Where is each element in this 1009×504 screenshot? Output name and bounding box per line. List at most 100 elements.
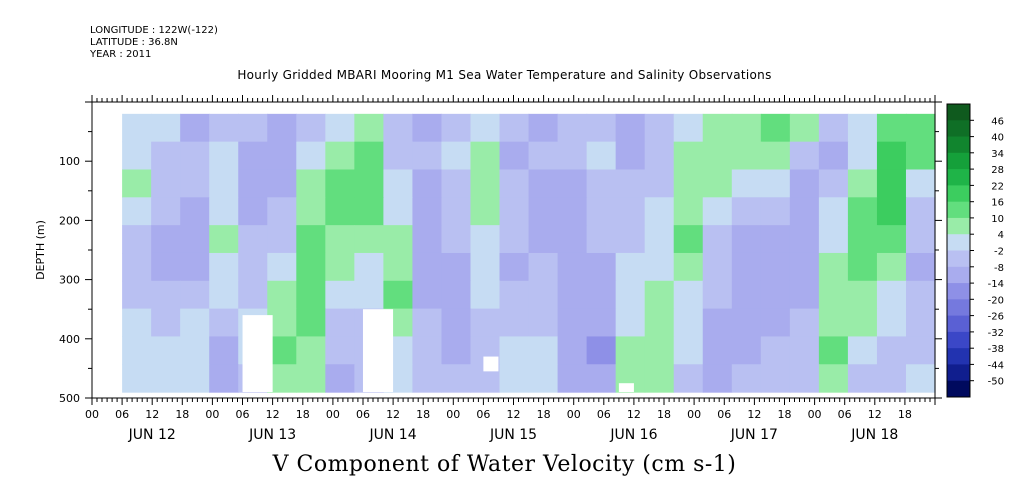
heatmap-cell (702, 197, 733, 226)
heatmap-cell (122, 141, 152, 171)
colorbar-swatch (947, 136, 970, 154)
heatmap-cell (122, 336, 152, 365)
colorbar-swatch (947, 250, 970, 268)
heatmap-cell (760, 169, 791, 198)
heatmap-cell (180, 225, 210, 254)
heatmap-cell (209, 308, 239, 338)
x-tick-label: 12 (145, 408, 159, 421)
heatmap-cell (267, 197, 297, 226)
colorbar-swatch (947, 120, 970, 137)
heatmap-cell (151, 113, 181, 143)
heatmap-cell (876, 113, 907, 143)
heatmap-cell (470, 225, 501, 254)
heatmap-cell (499, 364, 530, 393)
heatmap-cell (180, 169, 210, 198)
heatmap-cell (180, 280, 210, 310)
heatmap-cell (528, 197, 559, 226)
heatmap-cell (238, 280, 268, 310)
heatmap-cell (905, 308, 936, 338)
heatmap-cell (847, 336, 878, 365)
heatmap-cell (296, 336, 326, 365)
heatmap-cell (731, 336, 762, 365)
heatmap-cell (296, 113, 326, 143)
heatmap-cell (499, 141, 530, 171)
heatmap-cell (673, 197, 704, 226)
heatmap-cell (122, 197, 152, 226)
x-day-label: JUN 16 (609, 427, 657, 443)
x-tick-label: 12 (868, 408, 882, 421)
heatmap-cell (296, 169, 326, 198)
heatmap-cell (122, 113, 152, 143)
missing-data-gap (483, 356, 499, 372)
heatmap-cell (760, 141, 791, 171)
heatmap-cell (702, 141, 733, 171)
x-tick-label: 00 (687, 408, 701, 421)
heatmap-cell (876, 169, 907, 198)
heatmap-cell (122, 225, 152, 254)
heatmap-cell (818, 141, 849, 171)
heatmap-cell (499, 280, 530, 310)
heatmap-cell (644, 252, 675, 282)
x-axis-ticks (91, 95, 936, 405)
heatmap-cell (760, 225, 791, 254)
x-day-label: JUN 15 (489, 427, 537, 443)
heatmap-cell (644, 280, 675, 310)
x-tick-label: 12 (386, 408, 400, 421)
heatmap-cell (151, 225, 181, 254)
heatmap-cell (180, 364, 210, 393)
heatmap-cell (789, 141, 820, 171)
x-tick-label: 06 (236, 408, 250, 421)
heatmap-cell (789, 169, 820, 198)
heatmap-cell (731, 113, 762, 143)
heatmap-cell (731, 308, 762, 338)
heatmap-cell (760, 336, 791, 365)
heatmap-cell (586, 308, 617, 338)
heatmap-cell (528, 113, 559, 143)
heatmap-cell (296, 225, 326, 254)
colorbar-label: -32 (988, 328, 1004, 339)
heatmap-cell (528, 225, 559, 254)
heatmap-cell (470, 252, 501, 282)
heatmap-cell (586, 364, 617, 393)
heatmap-cell (789, 280, 820, 310)
heatmap-cell (151, 252, 181, 282)
heatmap-cell (876, 364, 907, 393)
heatmap-cell (876, 308, 907, 338)
heatmap-cell (151, 141, 181, 171)
heatmap-cell (412, 336, 443, 365)
x-tick-label: 00 (567, 408, 581, 421)
heatmap-cell (702, 308, 733, 338)
missing-data-gap (242, 315, 273, 393)
heatmap-cell (644, 169, 675, 198)
heatmap-cell (586, 336, 617, 365)
heatmap-cell (209, 169, 239, 198)
heatmap-cell (876, 280, 907, 310)
heatmap-cell (760, 113, 791, 143)
heatmap-cell (267, 225, 297, 254)
heatmap-cell (325, 141, 355, 171)
heatmap-cell (702, 364, 733, 393)
y-axis-ticks (85, 101, 942, 399)
heatmap-cell (905, 252, 936, 282)
heatmap-cell (615, 113, 646, 143)
x-tick-label: 18 (537, 408, 551, 421)
heatmap-cell (615, 197, 646, 226)
heatmap-cell (122, 169, 152, 198)
heatmap-cell (267, 141, 297, 171)
heatmap-cell (267, 280, 297, 310)
x-tick-label: 06 (356, 408, 370, 421)
heatmap-cell (789, 364, 820, 393)
heatmap-cell (615, 280, 646, 310)
heatmap-cell (238, 197, 268, 226)
heatmap-cell (789, 197, 820, 226)
heatmap-cell (673, 141, 704, 171)
heatmap-cell (354, 225, 384, 254)
heatmap-cell (209, 252, 239, 282)
heatmap-cell (789, 336, 820, 365)
heatmap-cell (702, 280, 733, 310)
x-tick-label: 06 (476, 408, 490, 421)
heatmap-cell (702, 169, 733, 198)
heatmap-cell (731, 141, 762, 171)
heatmap-cell (615, 252, 646, 282)
